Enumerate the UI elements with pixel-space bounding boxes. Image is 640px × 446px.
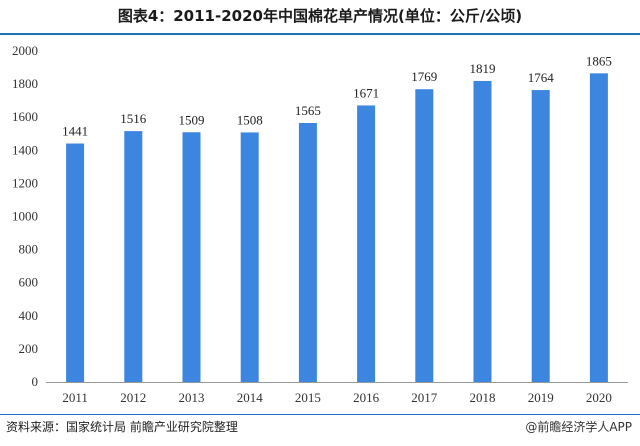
bar: [415, 89, 434, 382]
bar: [531, 90, 550, 383]
bar: [298, 122, 317, 383]
bar-chart: 0 200 400 600 800 1000 1200 1400 1600 1800 2000 144…: [12, 43, 628, 405]
data-label: 1819: [470, 61, 496, 76]
title-divider: [0, 33, 640, 35]
data-label: 1508: [237, 112, 263, 127]
y-tick-label: 200: [19, 341, 39, 356]
y-tick-label: 800: [19, 242, 39, 257]
x-tick-label: 2018: [470, 390, 496, 405]
bar: [66, 143, 85, 382]
y-tick-label: 1400: [12, 142, 38, 157]
bar: [589, 73, 608, 382]
data-label: 1516: [120, 111, 147, 126]
x-tick-label: 2017: [411, 390, 438, 405]
source-note: 资料来源：国家统计局 前瞻产业研究院整理: [6, 420, 238, 434]
bar: [473, 80, 492, 382]
y-tick-label: 1200: [12, 175, 38, 190]
x-tick-label: 2012: [120, 390, 146, 405]
x-tick-label: 2013: [179, 390, 205, 405]
y-tick-label: 600: [19, 275, 39, 290]
credit-note: @前瞻经济学人APP: [525, 420, 632, 434]
bar: [240, 132, 259, 382]
data-label: 1509: [179, 112, 205, 127]
data-label: 1865: [586, 53, 612, 68]
data-label: 1671: [353, 85, 379, 100]
data-label: 1441: [62, 124, 88, 139]
bar: [124, 131, 143, 382]
data-label: 1764: [528, 70, 555, 85]
y-tick-label: 2000: [12, 43, 38, 58]
x-tick-label: 2014: [237, 390, 264, 405]
x-tick-label: 2020: [586, 390, 612, 405]
data-label: 1565: [295, 103, 321, 118]
x-tick-label: 2019: [528, 390, 554, 405]
y-tick-label: 1800: [12, 76, 38, 91]
x-tick-label: 2016: [353, 390, 380, 405]
y-tick-label: 0: [32, 374, 39, 389]
chart-title: 图表4：2011-2020年中国棉花单产情况(单位：公斤/公顷): [117, 7, 523, 25]
y-tick-label: 1600: [12, 109, 38, 124]
bar: [182, 132, 201, 382]
y-tick-label: 400: [19, 308, 39, 323]
footer-divider: [0, 414, 640, 415]
x-tick-label: 2015: [295, 390, 321, 405]
x-tick-label: 2011: [62, 390, 88, 405]
data-label: 1769: [411, 69, 437, 84]
y-tick-label: 1000: [12, 209, 38, 224]
bar: [357, 105, 376, 383]
